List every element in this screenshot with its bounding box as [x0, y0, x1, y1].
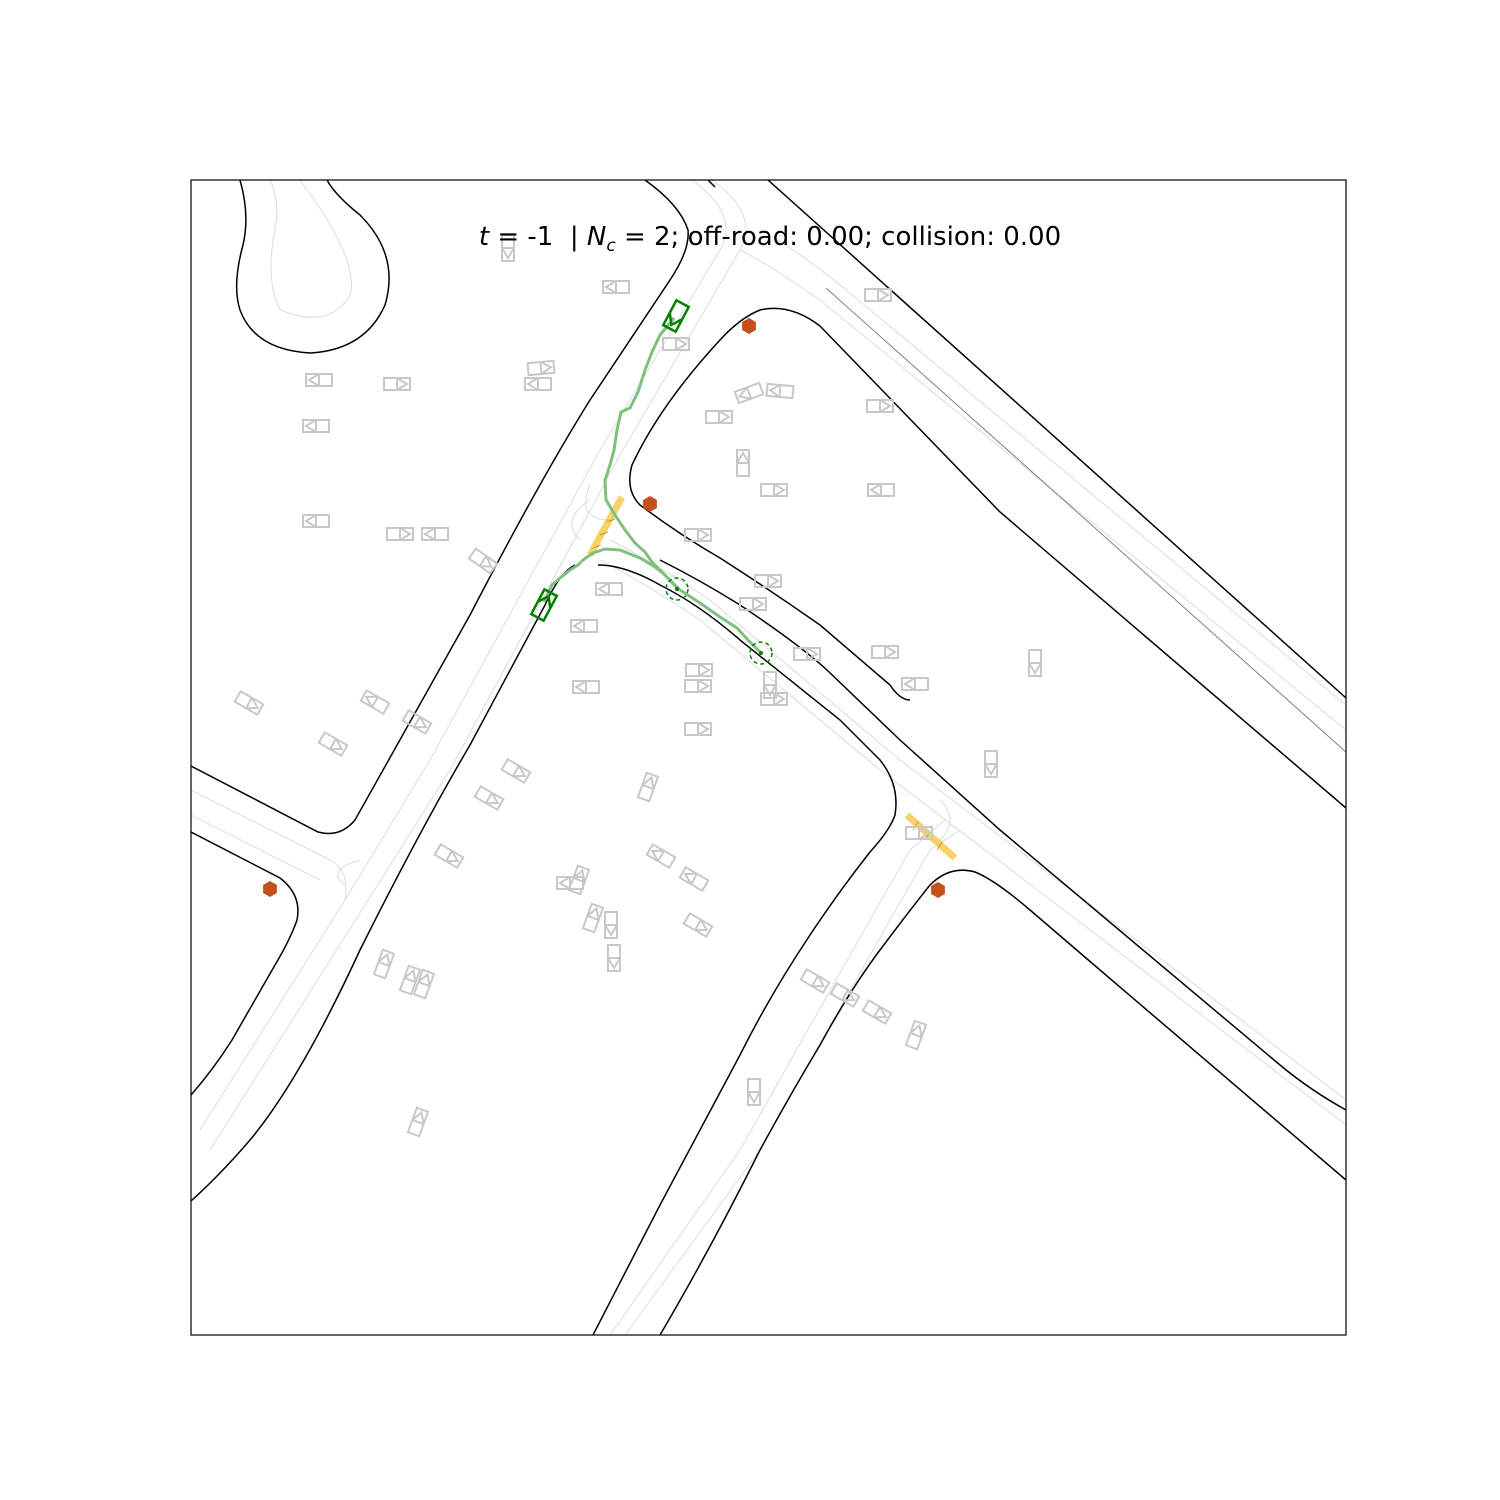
- parked-vehicle: [685, 663, 713, 677]
- parked-vehicle: [383, 377, 411, 391]
- parked-vehicle: [829, 981, 861, 1009]
- nc-symbol: N: [587, 222, 606, 252]
- dashed-circle-icon: [665, 577, 689, 601]
- ego-vehicles: [529, 298, 691, 623]
- goal-marker-1: [665, 577, 689, 601]
- hexagon-icon: [931, 882, 945, 898]
- ego-vehicle-1: [661, 298, 691, 334]
- parked-vehicle: [760, 483, 788, 497]
- parked-vehicle: [904, 1019, 928, 1051]
- parked-vehicle: [684, 528, 712, 542]
- parked-vehicle: [526, 359, 556, 377]
- parked-vehicle: [645, 842, 677, 870]
- parked-vehicle: [901, 677, 929, 691]
- parked-vehicle: [747, 1078, 761, 1106]
- parked-vehicle: [861, 998, 893, 1026]
- parked-vehicle: [570, 619, 598, 633]
- parked-vehicle: [524, 377, 552, 391]
- parked-vehicle: [473, 784, 505, 812]
- trajectories: [542, 317, 762, 654]
- hexagon-icon: [742, 318, 756, 334]
- parked-vehicle: [871, 645, 899, 659]
- ego-vehicle-2: [529, 587, 559, 623]
- t-symbol: t: [479, 222, 490, 252]
- parked-vehicle: [500, 757, 532, 785]
- plot-frame: [190, 179, 1347, 1336]
- parked-vehicle: [386, 527, 414, 541]
- parked-vehicle: [401, 708, 433, 736]
- parked-vehicles: [233, 234, 1042, 1138]
- stop-signs: [263, 318, 945, 898]
- parked-vehicle: [705, 410, 733, 424]
- parked-vehicle: [305, 373, 333, 387]
- road-edges: [191, 180, 1346, 1335]
- parked-vehicle: [572, 680, 600, 694]
- parked-vehicle: [359, 688, 391, 716]
- parked-vehicle: [302, 514, 330, 528]
- parked-vehicle: [406, 1106, 430, 1138]
- parked-vehicle: [760, 692, 788, 706]
- title-separator: |: [553, 222, 587, 252]
- parked-vehicle: [733, 381, 765, 405]
- parked-vehicle: [765, 382, 795, 400]
- parked-vehicle: [682, 911, 714, 939]
- parked-vehicle: [421, 527, 449, 541]
- parked-vehicle: [602, 280, 630, 294]
- parked-vehicle: [867, 483, 895, 497]
- goal-marker-2: [749, 641, 773, 665]
- parked-vehicle: [684, 722, 712, 736]
- parked-vehicle: [754, 574, 782, 588]
- parked-vehicle: [398, 964, 422, 996]
- plot-title: t = -1 | Nc = 2; off-road: 0.00; collisi…: [479, 222, 1061, 256]
- parked-vehicle: [636, 771, 660, 803]
- parked-vehicle: [739, 597, 767, 611]
- hexagon-icon: [263, 881, 277, 897]
- crosswalk-north: [586, 495, 626, 557]
- parked-vehicle: [604, 911, 618, 939]
- parked-vehicle: [567, 864, 591, 896]
- parked-vehicle: [607, 944, 621, 972]
- parked-vehicle: [1028, 649, 1042, 677]
- parked-vehicle: [866, 399, 894, 413]
- parked-vehicle: [412, 968, 436, 1000]
- parked-vehicle: [864, 288, 892, 302]
- parked-vehicle: [736, 449, 750, 477]
- parked-vehicle: [905, 826, 933, 840]
- trajectory-ego-1: [603, 317, 762, 654]
- parked-vehicle: [501, 234, 515, 262]
- nc-subscript: c: [606, 236, 616, 256]
- parked-vehicle: [317, 730, 349, 758]
- t-value: = -1: [489, 222, 553, 252]
- parked-vehicle: [595, 582, 623, 596]
- lane-lines: [191, 180, 1346, 1335]
- dashed-circle-icon: [749, 641, 773, 665]
- parked-vehicle: [763, 671, 777, 699]
- median-line: [825, 287, 1346, 753]
- parked-vehicle: [233, 689, 265, 717]
- parked-vehicle: [372, 948, 396, 980]
- hexagon-icon: [643, 496, 657, 512]
- goal-markers: [665, 577, 773, 665]
- parked-vehicle: [799, 967, 831, 995]
- parked-vehicle: [581, 902, 605, 934]
- parked-vehicle: [684, 679, 712, 693]
- parked-vehicle: [678, 865, 710, 893]
- parked-vehicle: [984, 750, 998, 778]
- parked-vehicle: [662, 337, 690, 351]
- parked-vehicle: [433, 842, 465, 870]
- parked-vehicle: [793, 647, 821, 661]
- parked-vehicle: [302, 419, 330, 433]
- trajectory-ego-2: [542, 547, 679, 603]
- title-metrics: = 2; off-road: 0.00; collision: 0.00: [616, 222, 1061, 252]
- parked-vehicle: [467, 547, 499, 575]
